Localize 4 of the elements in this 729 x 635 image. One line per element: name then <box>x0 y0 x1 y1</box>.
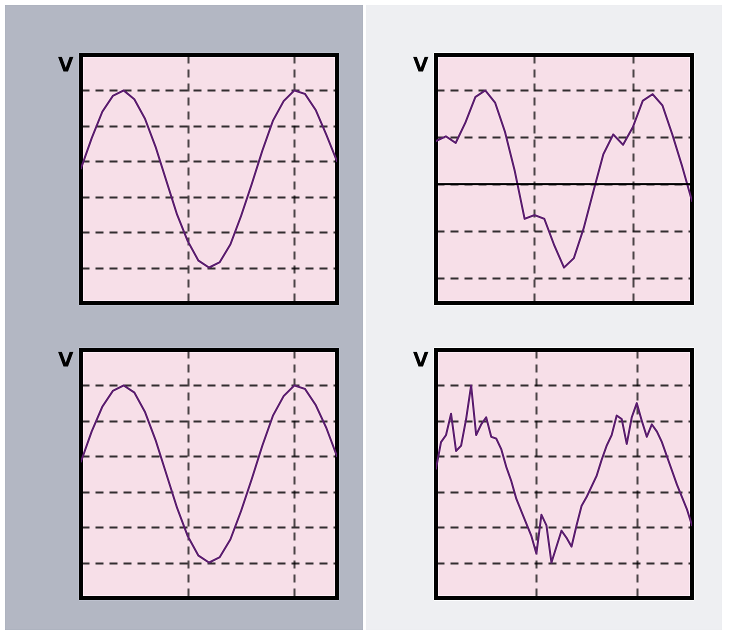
y-axis-title: V <box>413 348 430 372</box>
y-axis-title: V <box>58 348 74 372</box>
y-axis-title: V <box>413 52 430 76</box>
y-axis-title: V <box>58 52 74 76</box>
